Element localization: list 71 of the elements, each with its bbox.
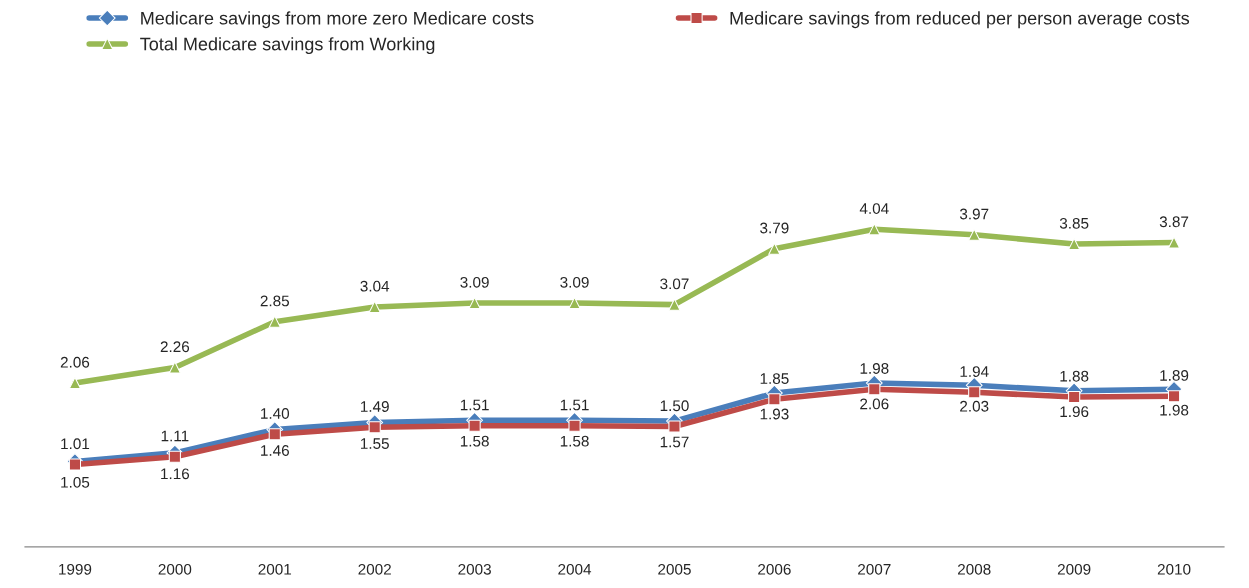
data-label: 1.01 [61, 438, 90, 450]
point [668, 420, 681, 433]
point [1068, 390, 1081, 404]
data-label: 3.04 [360, 280, 390, 292]
data-label: 3.97 [959, 208, 989, 220]
point [1167, 390, 1181, 403]
x-tick-label: 2010 [1157, 563, 1191, 575]
data-label: 3.09 [560, 276, 589, 288]
data-label: 3.87 [1159, 216, 1189, 228]
x-tick-label: 2004 [558, 563, 592, 575]
data-label: 3.85 [1059, 217, 1089, 229]
data-label: 1.50 [660, 400, 689, 412]
data-label: 1.57 [660, 436, 689, 448]
point [68, 376, 82, 390]
data-label: 1.88 [1060, 370, 1089, 382]
point [1167, 236, 1181, 249]
data-label: 1.46 [261, 445, 289, 456]
point [168, 450, 181, 463]
data-label: 4.04 [859, 203, 889, 214]
x-tick-label: 2007 [858, 563, 891, 575]
data-label: 2.06 [860, 398, 889, 410]
x-tick-label: 2000 [158, 563, 192, 575]
legend-label: Total Medicare savings from Working [140, 37, 435, 54]
point [68, 458, 82, 471]
point [468, 296, 481, 310]
point [568, 419, 581, 432]
point [768, 393, 781, 406]
point [868, 383, 881, 396]
data-label: 1.93 [760, 408, 789, 420]
data-label: 1.94 [960, 366, 989, 377]
x-tick-label: 2002 [358, 563, 391, 575]
data-label: 2.26 [160, 341, 190, 353]
x-tick-label: 2006 [758, 563, 791, 575]
data-label: 1.51 [560, 399, 589, 411]
data-label: 3.09 [460, 276, 489, 288]
x-tick-label: 2009 [1057, 563, 1091, 575]
data-label: 1.05 [61, 476, 90, 488]
data-label: 3.79 [760, 222, 789, 234]
data-label: 1.58 [560, 435, 589, 447]
data-label: 1.98 [1160, 404, 1189, 416]
point [1068, 237, 1081, 251]
point [868, 223, 881, 236]
x-tick-label: 1999 [59, 563, 92, 575]
data-label: 1.16 [161, 468, 190, 480]
data-label: 1.11 [161, 430, 189, 442]
data-label: 1.85 [760, 373, 789, 384]
point [368, 300, 381, 314]
point [968, 386, 981, 399]
point [168, 361, 181, 374]
data-label: 1.40 [261, 408, 290, 419]
data-label: 1.55 [361, 438, 389, 449]
point [368, 421, 381, 434]
legend-label: Medicare savings from more zero Medicare costs [141, 11, 534, 29]
point [568, 296, 581, 310]
data-label: 1.51 [460, 399, 489, 411]
x-tick-label: 2003 [458, 563, 491, 575]
point [268, 428, 281, 441]
point [468, 419, 481, 432]
data-label: 1.98 [860, 363, 889, 374]
data-label: 2.06 [60, 356, 90, 368]
x-tick-label: 2008 [958, 563, 991, 575]
data-label: 2.85 [260, 295, 290, 307]
x-tick-label: 2005 [658, 563, 691, 575]
data-label: 1.49 [361, 401, 389, 412]
data-label: 2.03 [960, 400, 989, 412]
x-tick-label: 2001 [258, 563, 292, 575]
data-label: 1.89 [1160, 370, 1189, 381]
data-label: 3.07 [660, 278, 689, 290]
data-label: 1.96 [1060, 406, 1089, 418]
data-label: 1.58 [460, 435, 489, 447]
legend-label: Medicare savings from reduced per person average costs [730, 11, 1190, 29]
